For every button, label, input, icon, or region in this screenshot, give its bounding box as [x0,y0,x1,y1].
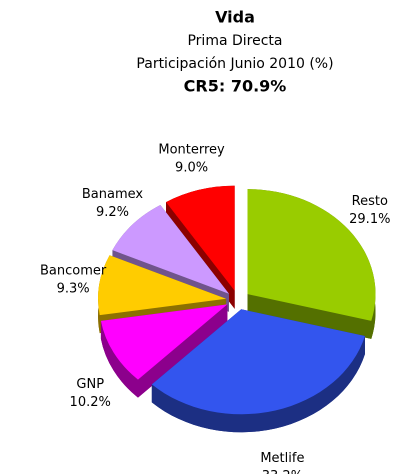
chart-subtitle: Prima Directa [187,33,282,49]
chart-title: Vida [215,8,255,27]
value-label: 9.3% [57,282,90,297]
annotation: CR5: 70.9% [184,77,287,96]
slice-side [137,304,228,398]
value-label: 9.2% [96,205,129,220]
slice-label: GNP [76,377,104,392]
chart-subtitle: Participación Junio 2010 (%) [136,56,333,72]
slice [112,205,229,294]
slice-side [100,320,138,398]
slice [247,189,376,321]
value-label: 10.2% [70,395,111,410]
value-label: 33.2% [262,469,303,474]
slice-label: Resto [352,194,388,209]
value-label: 9.0% [175,160,208,175]
slice [98,255,227,316]
slice-label: Bancomer [40,264,107,279]
slice [100,304,228,380]
slice-label: Banamex [82,187,144,202]
slice-side [151,336,365,433]
slice-label: Metlife [260,451,304,466]
slice-label: Monterrey [158,142,225,157]
slice [151,309,365,415]
slice-side [247,294,372,339]
value-label: 29.1% [349,212,390,227]
slice [166,185,235,291]
